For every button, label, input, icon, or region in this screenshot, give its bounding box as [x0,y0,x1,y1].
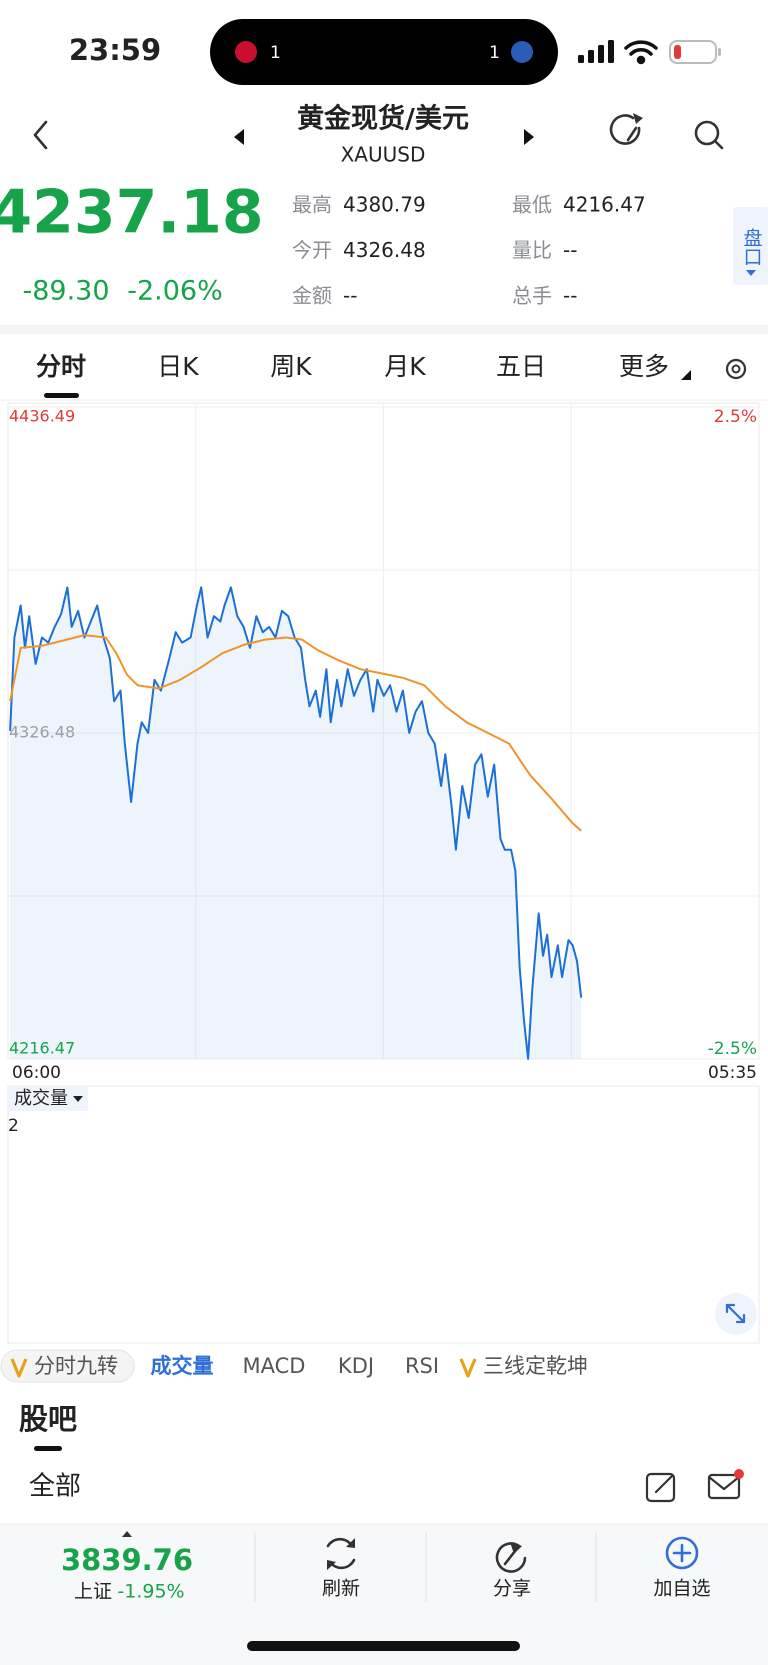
back-button[interactable] [33,120,48,150]
action-label[interactable]: 加自选 [653,1578,710,1600]
index-name: 上证 [74,1581,112,1603]
y-tick-label: 4436.49 [9,407,75,426]
stat-value: 4326.48 [343,238,426,262]
volume-label: 成交量 [14,1088,68,1109]
intraday-chart: 4436.49 4326.48 4216.47 2.5% -2.5% 06:00 05:35 [7,402,760,1083]
header-title: 黄金现货/美元 [297,103,469,135]
header-symbol: XAUUSD [341,143,426,167]
forum-underline [34,1446,62,1451]
indicator-tab[interactable]: 三线定乾坤 [483,1354,588,1378]
volume-dropdown[interactable] [73,1096,83,1102]
side-tab-label: 盘口 [741,228,763,266]
share-icon [495,1542,527,1573]
add-watch-icon [665,1536,699,1570]
indicator-tab[interactable]: MACD [243,1354,306,1378]
stat-label: 总手 [512,284,552,308]
x-tick-label: 06:00 [12,1063,61,1083]
wifi-icon [624,40,658,65]
price-line [9,586,583,1060]
period-tab[interactable]: 更多 [619,352,669,381]
price-area [10,587,582,1059]
stat-label: 最低 [512,193,552,217]
battery-icon [669,40,721,64]
stat-value: 4216.47 [563,193,646,217]
settings-button[interactable] [725,358,747,380]
volume-frame [7,1085,760,1344]
refresh-button[interactable] [609,113,643,145]
vip-icon [459,1358,477,1378]
indicator-tab[interactable]: KDJ [338,1354,374,1378]
bottom-actions: 刷新 分享 加自选 [322,1578,711,1600]
expand-button[interactable] [715,1293,757,1335]
indicator-tabs: 分时九转 成交量 MACD KDJ RSI 三线定乾坤 [10,1354,588,1378]
stat-label: 量比 [512,238,552,262]
index-value[interactable]: 3839.76 [61,1543,193,1577]
indicator-tab[interactable]: RSI [405,1354,439,1378]
vip-icon [10,1358,28,1378]
stat-label: 金额 [292,284,332,308]
period-tab[interactable]: 日K [157,352,199,381]
bar-toggle[interactable] [122,1531,132,1537]
action-label[interactable]: 分享 [493,1578,531,1600]
next-button[interactable] [524,129,534,145]
period-tab[interactable]: 周K [270,352,312,381]
search-button[interactable] [694,120,724,150]
team-badge [235,41,257,63]
bottom-dividers [254,1532,597,1602]
quote-stats: 最高 4380.79 最低 4216.47 今开 4326.48 量比 -- 金额 -- 总手 -- [292,193,646,308]
post-button[interactable] [645,1472,676,1503]
period-tab[interactable]: 月K [384,352,426,381]
price-change-pct: -2.06% [127,276,223,307]
more-arrow [681,370,691,380]
island-score: 1 [270,43,281,63]
home-indicator [247,1641,520,1651]
stat-value: 4380.79 [343,193,426,217]
message-button[interactable] [707,1469,744,1500]
indicator-tab[interactable]: 成交量 [151,1354,214,1378]
price-change: -89.30 [22,276,109,307]
stat-label: 今开 [292,238,332,262]
side-tab-arrow [746,270,756,276]
forum-title: 股吧 [19,1402,77,1436]
prev-button[interactable] [234,129,244,145]
refresh-icon [326,1537,356,1570]
stat-value: -- [563,238,577,262]
x-tick-label: 05:35 [708,1063,757,1083]
team-badge [511,41,533,63]
y2-tick-label: -2.5% [708,1039,757,1059]
period-tabs: 分时 日K 周K 月K 五日 更多 [36,352,669,381]
y-tick-label: 4216.47 [9,1039,75,1058]
separator [0,325,768,334]
side-tab[interactable] [733,207,768,285]
average-line [9,634,582,832]
period-tab[interactable]: 分时 [36,352,86,381]
period-tab[interactable]: 五日 [496,352,546,381]
y2-tick-label: 2.5% [714,407,757,427]
volume-label-bg [8,1087,88,1111]
dynamic-island [210,19,558,85]
indicator-tab[interactable]: 分时九转 [34,1354,118,1378]
status-time: 23:59 [69,33,161,67]
stat-label: 最高 [292,193,332,217]
index-change: -1.95% [117,1581,184,1603]
action-label[interactable]: 刷新 [322,1578,360,1600]
volume-scale: 2 [8,1116,19,1136]
stat-value: -- [563,284,577,308]
island-score: 1 [489,43,500,63]
last-price: 4237.18 [0,178,264,248]
forum-filter[interactable]: 全部 [29,1472,81,1502]
indicator-pill[interactable] [0,1349,135,1383]
tab-underline [44,393,79,398]
signal-icon [578,40,614,63]
stat-value: -- [343,284,357,308]
y-tick-label: 4326.48 [9,723,75,742]
